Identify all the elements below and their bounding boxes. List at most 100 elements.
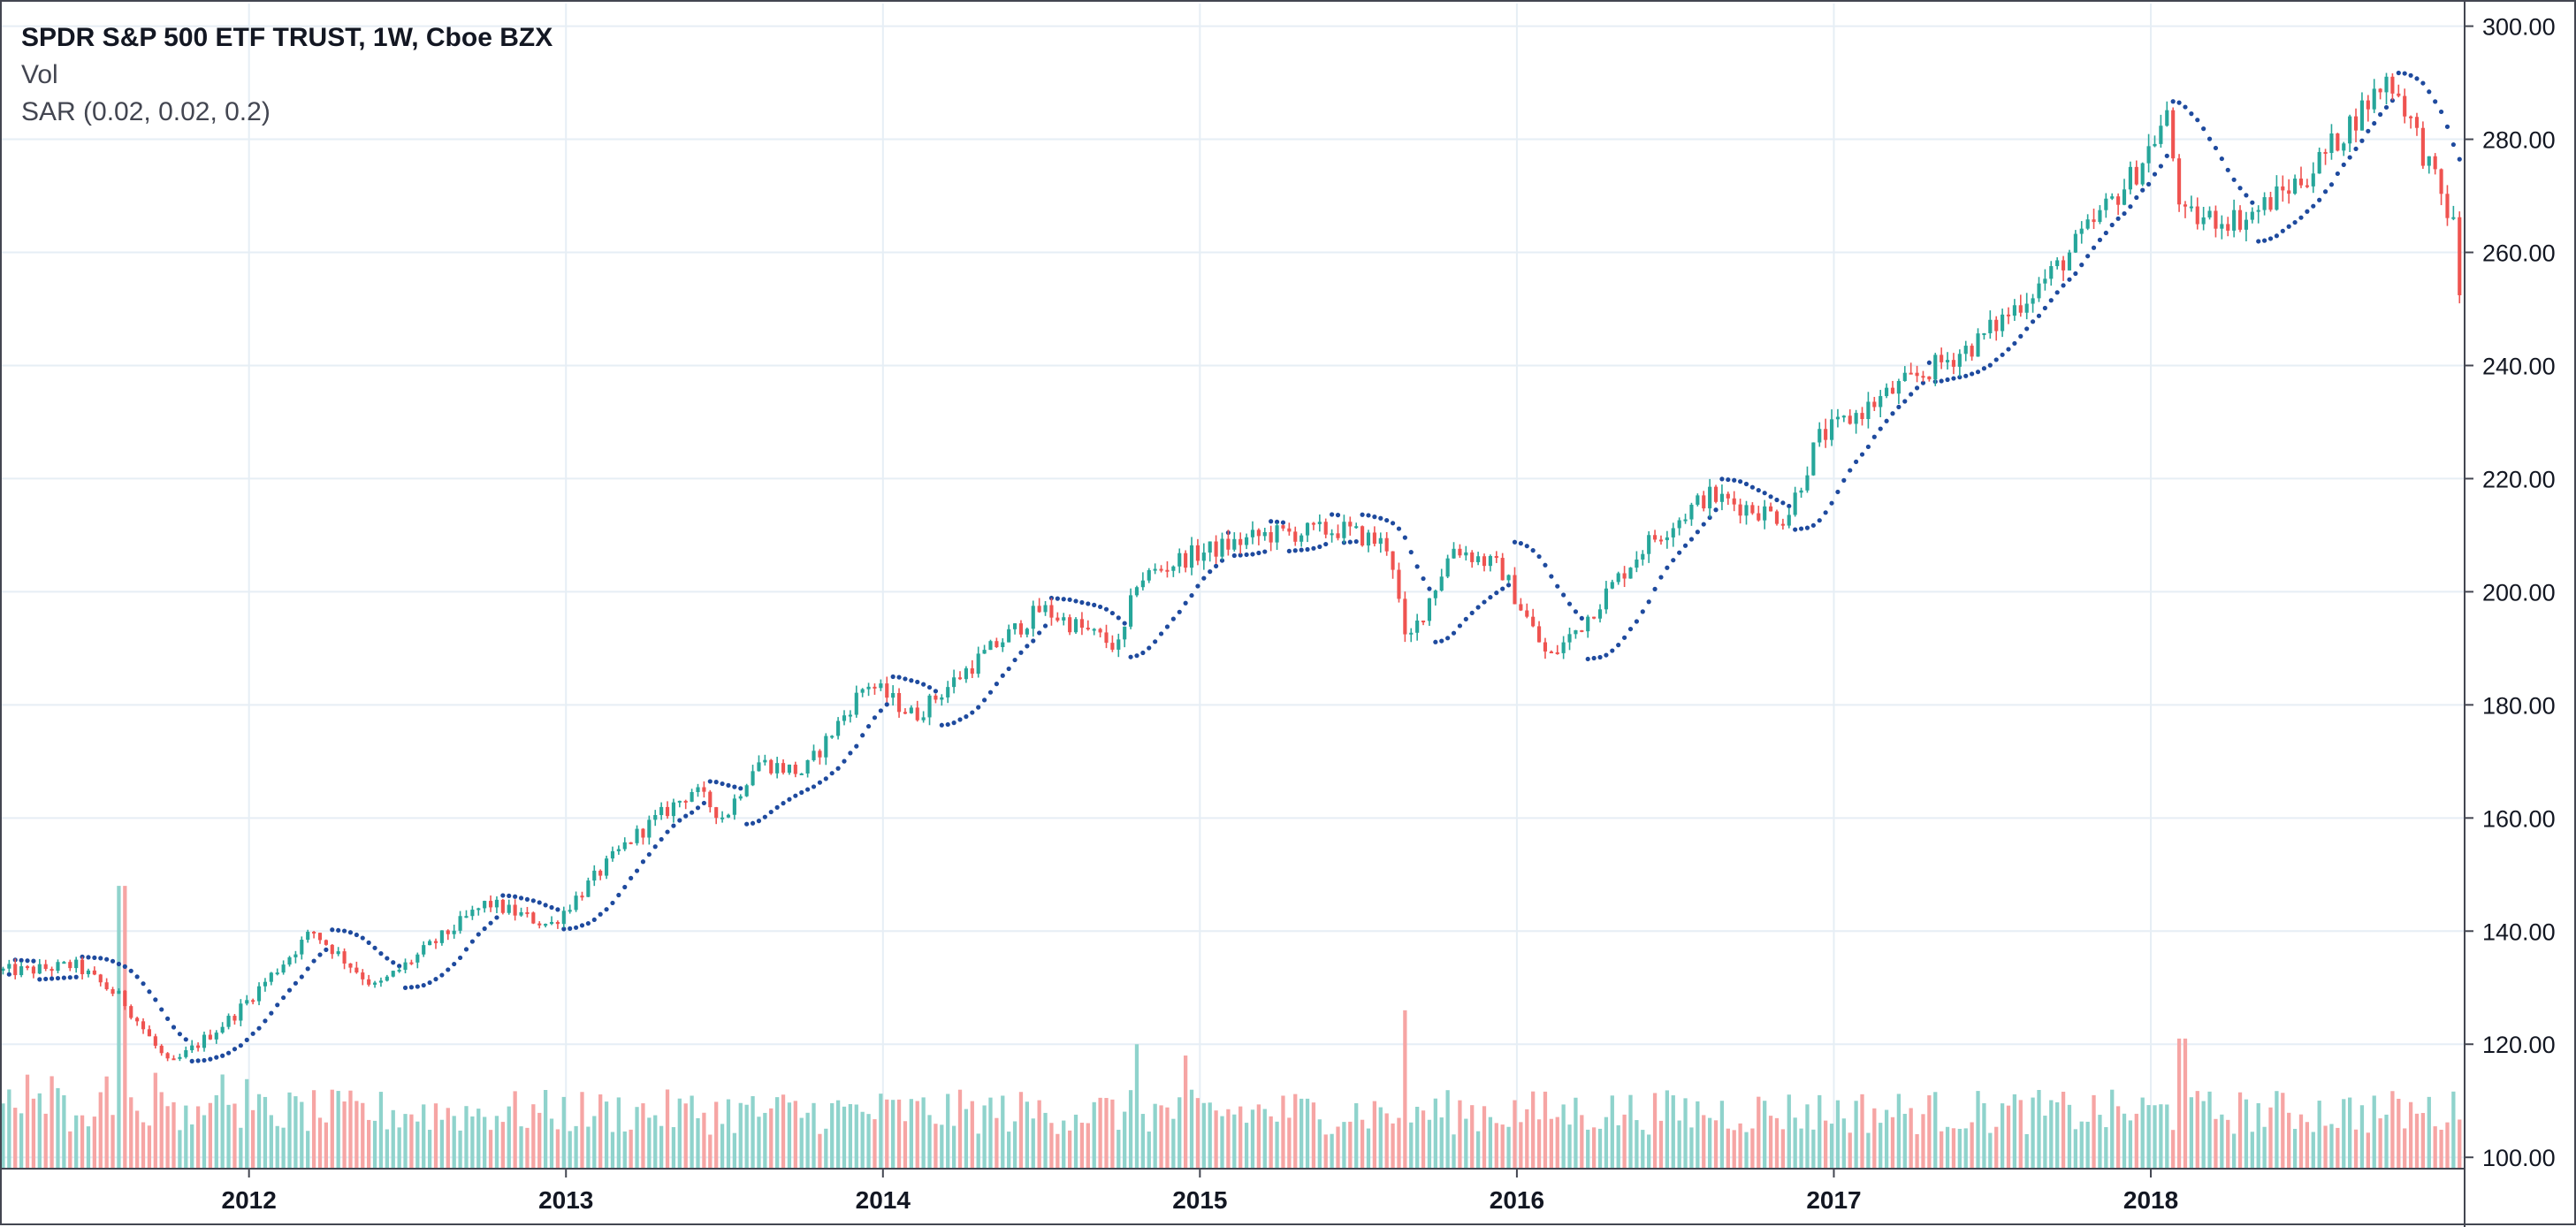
candle-body [1342, 522, 1346, 538]
volume-bar [1018, 1092, 1024, 1169]
sar-dot [2158, 164, 2163, 169]
sar-dot [147, 989, 152, 995]
volume-bar [1884, 1109, 1889, 1169]
sar-dot [738, 786, 743, 791]
volume-bar [2146, 1105, 2151, 1169]
volume-bar [744, 1104, 749, 1169]
candle-body [1921, 376, 1925, 378]
candle-body [2043, 278, 2047, 284]
volume-bar [1128, 1090, 1133, 1169]
candle-body [62, 962, 66, 964]
sar-dot [1939, 378, 1944, 384]
sar-dot [1732, 477, 1737, 483]
candle-body [885, 683, 889, 698]
sar-dot [1189, 592, 1194, 598]
volume-bar [2122, 1113, 2127, 1169]
volume-bar [1658, 1120, 1664, 1169]
volume-bar [446, 1108, 450, 1169]
candle-body [245, 1000, 249, 1004]
volume-bar [1616, 1124, 1620, 1169]
sar-dot [2030, 319, 2036, 324]
candle-body [2146, 146, 2151, 164]
candle-body [799, 773, 804, 775]
volume-bar [2378, 1118, 2382, 1169]
sar-dot [1518, 541, 1523, 546]
volume-bar [909, 1099, 913, 1169]
volume-bar [1031, 1118, 1035, 1169]
sar-dot [1890, 411, 1895, 416]
volume-bar [159, 1092, 164, 1169]
candle-body [2177, 158, 2182, 205]
volume-bar [147, 1125, 152, 1169]
volume-bar [452, 1116, 456, 1169]
sar-dot [1037, 630, 1042, 636]
volume-bar [957, 1089, 963, 1169]
sar-dot [1841, 477, 1847, 483]
volume-bar [1586, 1129, 1590, 1169]
volume-bar [129, 1097, 133, 1169]
volume-bar [263, 1096, 268, 1169]
candle-body [1872, 401, 1877, 408]
volume-bar [1902, 1113, 1907, 1169]
sar-dot [159, 1007, 164, 1012]
candle-body [1250, 530, 1255, 537]
candle-body [1927, 376, 1932, 380]
volume-bar [604, 1101, 609, 1169]
volume-bar [153, 1072, 157, 1169]
candle-body [1744, 505, 1749, 516]
candle-body [135, 1017, 140, 1022]
sar-dot [524, 896, 530, 903]
volume-bar [1506, 1126, 1511, 1169]
volume-bar [256, 1094, 262, 1169]
candle-body [1220, 538, 1224, 557]
sar-dot [957, 717, 963, 722]
volume-bar [702, 1112, 706, 1169]
symbol-title[interactable]: SPDR S&P 500 ETF TRUST, 1W, Cboe BZX [21, 23, 553, 52]
candle-body [757, 762, 761, 772]
volume-bar [1427, 1119, 1432, 1169]
candle-body [775, 763, 780, 774]
candle-body [537, 923, 542, 926]
sar-dot [1738, 479, 1743, 484]
volume-bar [951, 1125, 956, 1169]
x-tick-label: 2016 [1490, 1186, 1544, 1214]
candle-body [1702, 495, 1706, 509]
candle-body [860, 689, 865, 693]
volume-study-label[interactable]: Vol [21, 60, 58, 89]
candle-body [1098, 629, 1102, 633]
sar-dot [2347, 155, 2352, 160]
volume-bar [1963, 1128, 1968, 1169]
sar-dot [55, 975, 61, 981]
sar-study-label[interactable]: SAR (0.02, 0.02, 0.2) [21, 97, 271, 126]
sar-dot [2176, 100, 2182, 105]
sar-dot [1993, 357, 1999, 362]
candle-body [2061, 260, 2066, 271]
candle-body [720, 817, 725, 819]
sar-dot [2091, 245, 2097, 250]
volume-bar [1927, 1095, 1932, 1169]
volume-bar [1073, 1114, 1078, 1169]
sar-dot [811, 784, 817, 789]
candle-body [909, 707, 913, 713]
sar-dot [683, 813, 689, 819]
volume-bar [842, 1106, 847, 1169]
sar-dot [1231, 553, 1237, 559]
volume-bar [1549, 1118, 1553, 1169]
candle-body [2359, 100, 2365, 131]
sar-dot [1878, 426, 1883, 431]
volume-bar [2067, 1104, 2072, 1169]
candle-body [2067, 252, 2072, 271]
sar-dot [275, 1002, 280, 1008]
sar-dot [263, 1018, 268, 1024]
candle-body [208, 1034, 212, 1040]
volume-bar [513, 1091, 517, 1169]
candle-body [1805, 475, 1810, 491]
sar-dot [1335, 513, 1341, 518]
volume-bar [2237, 1092, 2243, 1169]
volume-bar [2049, 1100, 2054, 1169]
candle-body [818, 751, 822, 758]
candle-body [422, 945, 426, 955]
sar-dot [256, 1025, 262, 1031]
candle-body [1732, 498, 1736, 505]
